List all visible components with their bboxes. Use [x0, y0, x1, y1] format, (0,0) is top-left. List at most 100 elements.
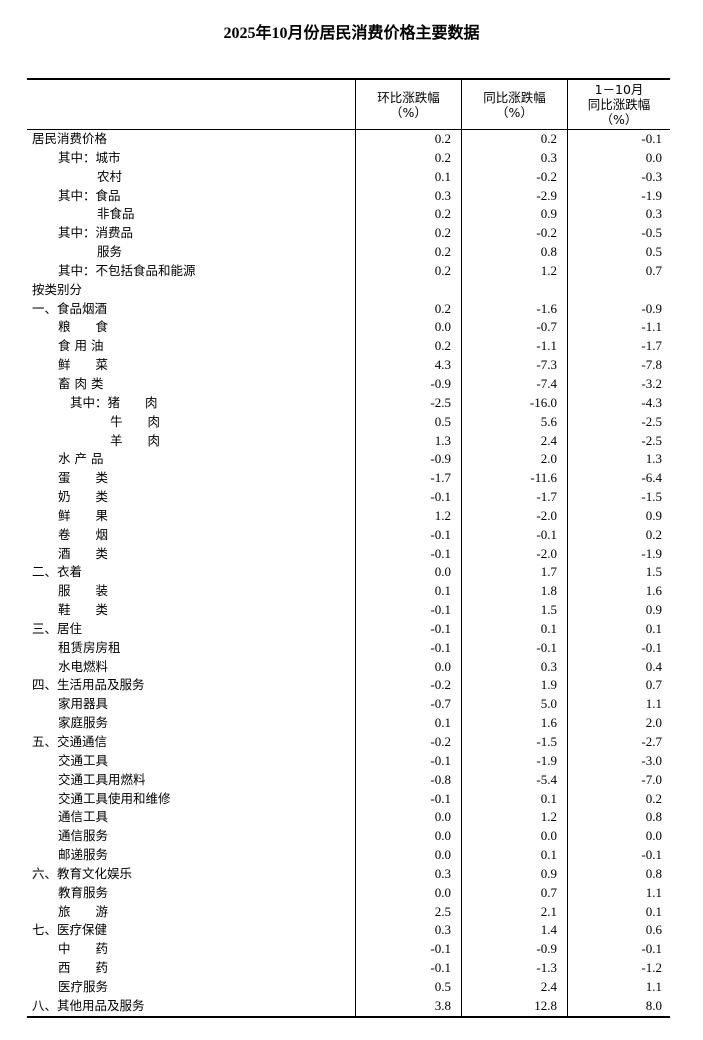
table-row: 通信服务 0.0 0.0 0.0	[27, 827, 670, 847]
cell-yoy: -2.0	[461, 506, 567, 526]
table-row: 羊 肉 1.3 2.4 -2.5	[27, 431, 670, 451]
cell-yoy: 5.6	[461, 412, 567, 432]
row-label: 旅 游	[58, 903, 109, 919]
cell-ytd: 0.8	[567, 808, 670, 828]
cell-ytd: -1.1	[567, 318, 670, 338]
cell-mom: -0.1	[355, 638, 461, 658]
table-row: 水 产 品 -0.9 2.0 1.3	[27, 450, 670, 470]
table-row: 租赁房房租 -0.1 -0.1 -0.1	[27, 638, 670, 658]
table-row: 交通工具 -0.1 -1.9 -3.0	[27, 751, 670, 771]
cell-yoy: 0.8	[461, 243, 567, 262]
table-row: 食 用 油 0.2 -1.1 -1.7	[27, 337, 670, 357]
cell-mom: 0.3	[355, 921, 461, 941]
table-row: 其中：食品 0.3 -2.9 -1.9	[27, 186, 670, 206]
cell-mom: 0.5	[355, 977, 461, 997]
cell-mom: 0.0	[355, 827, 461, 847]
cell-ytd: -7.0	[567, 770, 670, 790]
table-row: 交通工具使用和维修 -0.1 0.1 0.2	[27, 789, 670, 809]
cell-mom: 0.2	[355, 337, 461, 357]
row-label: 水 产 品	[58, 451, 104, 467]
cell-yoy: 12.8	[461, 996, 567, 1016]
row-label: 卷 烟	[58, 526, 109, 542]
cell-yoy: -11.6	[461, 469, 567, 489]
table-row: 鞋 类 -0.1 1.5 0.9	[27, 601, 670, 620]
row-label: 中 药	[58, 941, 109, 957]
cell-mom: 3.8	[355, 996, 461, 1016]
row-label: 七、医疗保健	[32, 922, 108, 938]
cell-mom: 0.3	[355, 186, 461, 206]
cell-yoy: 2.4	[461, 977, 567, 997]
table-row: 家庭服务 0.1 1.6 2.0	[27, 714, 670, 733]
cell-yoy: 0.3	[461, 657, 567, 677]
cell-yoy: 0.0	[461, 827, 567, 847]
cell-ytd: -0.1	[567, 846, 670, 865]
header-ytd-unit: （%）	[600, 112, 638, 127]
cell-yoy: 0.1	[461, 619, 567, 639]
cell-mom: 0.2	[355, 224, 461, 244]
cell-ytd: 0.5	[567, 243, 670, 262]
cell-ytd: 0.0	[567, 827, 670, 847]
cell-ytd: -2.7	[567, 733, 670, 752]
cell-ytd: -1.2	[567, 959, 670, 978]
cell-mom: -0.1	[355, 544, 461, 564]
cell-yoy: 0.2	[461, 130, 567, 149]
row-label: 牛 肉	[110, 413, 161, 429]
cell-mom: -0.1	[355, 619, 461, 639]
row-label: 交通工具用燃料	[58, 771, 146, 787]
row-label: 三、居住	[32, 620, 83, 636]
cell-yoy: -0.9	[461, 940, 567, 960]
row-label: 蛋 类	[58, 470, 109, 486]
cell-ytd: -2.5	[567, 412, 670, 432]
cell-mom: 0.0	[355, 883, 461, 903]
cell-mom: 0.3	[355, 864, 461, 884]
header-ytd-label: 同比涨跌幅	[587, 97, 651, 112]
row-label: 非食品	[97, 206, 135, 222]
cell-yoy: 1.2	[461, 261, 567, 281]
cell-yoy: -2.9	[461, 186, 567, 206]
cell-yoy: -0.2	[461, 167, 567, 187]
table-row: 二、衣着 0.0 1.7 1.5	[27, 563, 670, 583]
cell-mom: 0.2	[355, 261, 461, 281]
cell-mom: -0.1	[355, 789, 461, 809]
table-row: 三、居住 -0.1 0.1 0.1	[27, 619, 670, 639]
table-row: 中 药 -0.1 -0.9 -0.1	[27, 940, 670, 960]
cell-yoy: 1.7	[461, 563, 567, 583]
cell-mom: 0.2	[355, 299, 461, 319]
cell-yoy: 1.9	[461, 676, 567, 696]
row-label: 服务	[97, 244, 123, 260]
cell-ytd: 1.1	[567, 883, 670, 903]
row-label: 羊 肉	[110, 432, 161, 448]
cell-ytd: 8.0	[567, 996, 670, 1016]
cell-mom: 0.0	[355, 846, 461, 865]
cell-mom: -0.7	[355, 695, 461, 715]
cell-ytd: 2.0	[567, 714, 670, 733]
table-row: 其中：猪 肉 -2.5 -16.0 -4.3	[27, 393, 670, 413]
cell-mom: 4.3	[355, 356, 461, 375]
row-label: 医疗服务	[58, 978, 109, 994]
cell-mom	[355, 280, 461, 300]
page-title: 2025年10月份居民消费价格主要数据	[223, 25, 480, 42]
table-row: 通信工具 0.0 1.2 0.8	[27, 808, 670, 828]
cell-mom: -0.1	[355, 525, 461, 545]
table-row: 其中：不包括食品和能源 0.2 1.2 0.7	[27, 261, 670, 281]
cell-yoy: 1.2	[461, 808, 567, 828]
table-row: 农村 0.1 -0.2 -0.3	[27, 167, 670, 187]
table-row: 鲜 果 1.2 -2.0 0.9	[27, 506, 670, 526]
cell-ytd: 1.1	[567, 977, 670, 997]
cell-ytd: 1.6	[567, 582, 670, 602]
cell-yoy: -2.0	[461, 544, 567, 564]
cell-mom: 0.0	[355, 808, 461, 828]
cpi-table: 环比涨跌幅 （%） 同比涨跌幅 （%） 1－10月 同比涨跌幅 （%） 居民消费…	[27, 78, 670, 1018]
cell-mom: 0.1	[355, 714, 461, 733]
cell-mom: -1.7	[355, 469, 461, 489]
row-label: 其中：食品	[58, 187, 121, 203]
row-label: 其中：城市	[58, 149, 121, 165]
cell-mom: -0.1	[355, 488, 461, 507]
cell-mom: 0.0	[355, 318, 461, 338]
table-row: 居民消费价格 0.2 0.2 -0.1	[27, 130, 670, 149]
cell-yoy: 0.1	[461, 789, 567, 809]
row-label: 通信工具	[58, 809, 109, 825]
table-row: 八、其他用品及服务 3.8 12.8 8.0	[27, 996, 670, 1016]
cell-mom: -0.1	[355, 751, 461, 771]
cell-yoy: -5.4	[461, 770, 567, 790]
